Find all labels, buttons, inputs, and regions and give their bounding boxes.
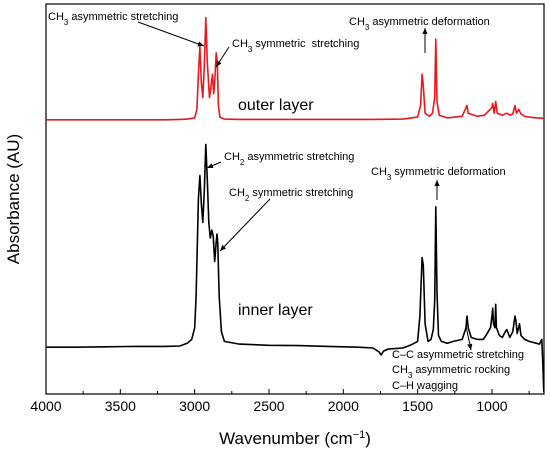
annotation-ch2-asym-stretching: CH2 asymmetric stretching [224,151,354,167]
arrow-cc-asym-stretching [465,325,473,351]
annotation-ch3-sym-stretching: CH3 symmetric stretching [232,38,359,54]
x-tick-label: 1500 [402,398,433,414]
annotation-ch-wagging: C–H wagging [392,380,458,392]
series-layer [46,16,544,393]
annotation-arrows [137,21,473,351]
y-axis-title: Absorbance (AU) [4,134,23,264]
plot-frame [45,3,545,395]
series-line-inner-layer [46,143,544,393]
arrow-ch3-sym-deformation [434,180,440,200]
arrow-ch3-asym-deformation [422,28,428,53]
annotation-ch3-asym-rocking: CH3 asymmetric rocking [392,364,510,380]
annotation-ch3-asym-stretching: CH3 asymmetric stretching [48,11,178,27]
series-label-outer: outer layer [238,97,314,114]
x-axis-title: Wavenumber (cm−1) [219,429,371,448]
annotation-ch3-asym-deformation: CH3 asymmetric deformation [349,16,490,32]
arrow-ch3-asym-stretching [137,21,205,47]
arrow-ch2-asym-stretching [206,161,222,169]
x-tick-label: 4000 [30,398,61,414]
x-tick-label: 2500 [253,398,284,414]
arrow-ch3-sym-stretching [215,46,230,68]
annotation-ch2-sym-stretching: CH2 symmetric stretching [229,187,353,203]
x-tick-label: 3000 [179,398,210,414]
x-tick-label: 2000 [328,398,359,414]
series-label-inner: inner layer [238,302,313,319]
series-line-outer-layer [46,16,544,121]
x-tick-label: 1000 [476,398,507,414]
x-axis-ticks: 4000 3500 3000 2500 2000 1500 1000 [30,389,530,414]
x-tick-label: 3500 [105,398,136,414]
arrow-ch2-sym-stretching [219,198,271,252]
annotation-cc-asym-stretching: C–C asymmetric stretching [392,349,524,361]
annotation-ch3-sym-deformation: CH3 symmetric deformation [371,166,506,182]
